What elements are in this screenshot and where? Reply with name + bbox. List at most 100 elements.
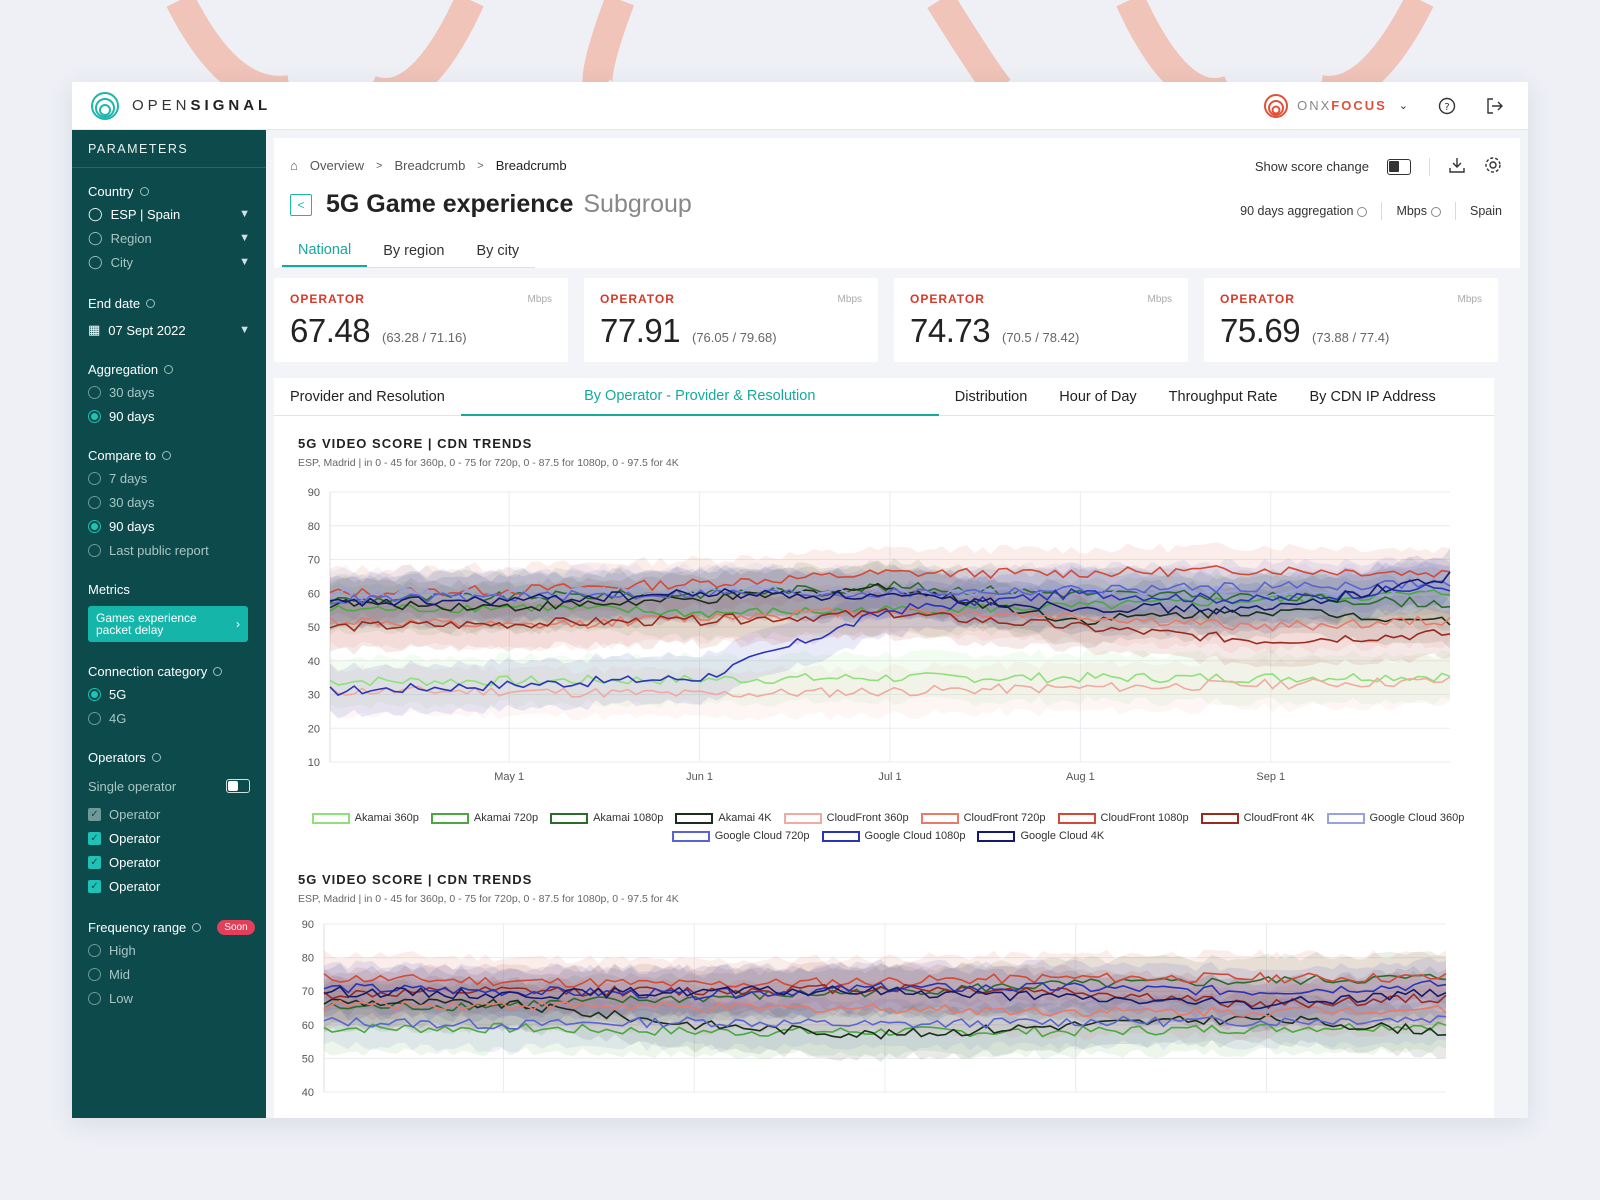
- series-line: [323, 998, 1447, 1040]
- legend-swatch: [1057, 812, 1096, 824]
- kpi-unit: Mbps: [1457, 294, 1482, 305]
- end-date-picker[interactable]: ▦ 07 Sept 2022 ▼: [88, 322, 250, 338]
- series-line: [323, 998, 1447, 1018]
- radio-button[interactable]: [88, 385, 101, 399]
- radio-button[interactable]: [88, 471, 101, 485]
- compare-option[interactable]: 30 days: [88, 490, 266, 514]
- radio-button[interactable]: [88, 711, 101, 725]
- tab-provider-resolution[interactable]: Provider and Resolution: [290, 388, 445, 405]
- legend-item[interactable]: Google Cloud 1080p: [821, 830, 966, 842]
- legend-item[interactable]: CloudFront 4K: [1200, 812, 1315, 824]
- kpi-range: (70.5 / 78.42): [1002, 330, 1080, 345]
- radio-button[interactable]: [88, 967, 101, 981]
- info-icon: [164, 364, 174, 374]
- city-select[interactable]: ◯ City ▼: [88, 254, 250, 270]
- tab-national[interactable]: National: [282, 234, 368, 267]
- legend-item[interactable]: CloudFront 720p: [920, 812, 1046, 824]
- download-button[interactable]: [1448, 156, 1466, 177]
- legend-label: Google Cloud 1080p: [864, 830, 966, 842]
- settings-button[interactable]: [1484, 156, 1502, 177]
- aggregation-option[interactable]: 90 days: [88, 404, 266, 428]
- legend-item[interactable]: Google Cloud 360p: [1326, 812, 1464, 824]
- y-tick-label: 90: [308, 487, 320, 499]
- tab-cdn-ip[interactable]: By CDN IP Address: [1309, 388, 1436, 405]
- metric-selector-button[interactable]: Games experience packet delay ›: [88, 606, 248, 642]
- operator-checkbox-row[interactable]: ✓ Operator: [88, 850, 266, 874]
- y-tick-label: 50: [302, 1053, 314, 1065]
- checkbox[interactable]: ✓: [88, 855, 101, 869]
- globe-icon: ◯: [88, 254, 103, 269]
- frequency-option[interactable]: Low: [88, 986, 266, 1010]
- tab-hour-of-day[interactable]: Hour of Day: [1059, 388, 1137, 405]
- back-button[interactable]: <: [290, 193, 312, 216]
- legend-item[interactable]: Google Cloud 4K: [977, 830, 1104, 842]
- legend-item[interactable]: Akamai 720p: [430, 812, 538, 824]
- tab-throughput-rate[interactable]: Throughput Rate: [1168, 388, 1278, 405]
- series-band: [330, 542, 1450, 621]
- checkbox[interactable]: ✓: [88, 879, 101, 893]
- compare-option[interactable]: 90 days: [88, 514, 266, 538]
- download-icon: [1449, 158, 1465, 173]
- breadcrumb-item[interactable]: Breadcrumb: [394, 158, 466, 173]
- legend-item[interactable]: Akamai 360p: [311, 812, 419, 824]
- operator-checkbox-row[interactable]: ✓ Operator: [88, 874, 266, 898]
- operator-checkbox-row[interactable]: ✓ Operator: [88, 802, 266, 826]
- kpi-card: OPERATOR Mbps 74.73 (70.5 / 78.42): [894, 278, 1188, 362]
- radio-button[interactable]: [88, 687, 101, 701]
- show-score-change-toggle[interactable]: [1387, 158, 1411, 175]
- frequency-option[interactable]: Mid: [88, 962, 266, 986]
- product-switcher[interactable]: ONXFOCUS ⌄: [1263, 93, 1410, 119]
- logout-icon: [1487, 97, 1503, 114]
- radio-button[interactable]: [88, 543, 101, 557]
- frequency-option[interactable]: High: [88, 938, 266, 962]
- legend-swatch: [430, 812, 469, 824]
- y-tick-label: 60: [302, 1020, 314, 1032]
- x-tick-label: Aug 1: [1066, 771, 1095, 783]
- single-operator-toggle[interactable]: [226, 779, 250, 793]
- metrics-label: Metrics: [88, 581, 130, 597]
- legend-item[interactable]: Akamai 4K: [675, 812, 772, 824]
- metric-name: Games experience packet delay: [96, 611, 197, 637]
- soon-badge: Soon: [217, 919, 255, 935]
- region-select[interactable]: ◯ Region ▼: [88, 230, 250, 246]
- radio-button[interactable]: [88, 991, 101, 1005]
- tab-by-operator[interactable]: By Operator - Provider & Resolution: [460, 378, 939, 416]
- home-icon[interactable]: ⌂: [290, 158, 298, 173]
- connection-option[interactable]: 5G: [88, 682, 266, 706]
- country-label: Country: [88, 180, 266, 202]
- tab-by-region[interactable]: By region: [383, 242, 445, 259]
- context-info: 90 days aggregation Mbps Spain: [1240, 202, 1502, 220]
- compare-option[interactable]: Last public report: [88, 538, 266, 562]
- y-tick-label: 40: [302, 1087, 314, 1099]
- operator-checkbox-row[interactable]: ✓ Operator: [88, 826, 266, 850]
- radio-button[interactable]: [88, 943, 101, 957]
- help-button[interactable]: ?: [1436, 95, 1458, 117]
- connection-option[interactable]: 4G: [88, 706, 266, 730]
- chart-subtitle: ESP, Madrid | in 0 - 45 for 360p, 0 - 75…: [298, 457, 679, 469]
- brand-logo[interactable]: OPENSIGNAL: [90, 91, 271, 121]
- info-icon: [192, 922, 202, 932]
- breadcrumb-item[interactable]: Overview: [309, 158, 365, 173]
- tab-by-city[interactable]: By city: [476, 242, 520, 259]
- radio-button[interactable]: [88, 409, 101, 423]
- end-date-label: End date: [88, 292, 266, 314]
- series-band: [330, 561, 1450, 719]
- logout-button[interactable]: [1484, 95, 1506, 117]
- tab-distribution[interactable]: Distribution: [954, 388, 1028, 405]
- legend-swatch: [550, 812, 589, 824]
- series-line: [329, 607, 1451, 645]
- legend-item[interactable]: Google Cloud 720p: [671, 830, 810, 842]
- legend-item[interactable]: CloudFront 1080p: [1057, 812, 1189, 824]
- checkbox[interactable]: ✓: [88, 831, 101, 845]
- country-info: Spain: [1470, 204, 1502, 218]
- radio-button[interactable]: [88, 519, 101, 533]
- compare-option[interactable]: 7 days: [88, 466, 266, 490]
- radio-button[interactable]: [88, 495, 101, 509]
- unit-info: Mbps: [1396, 204, 1442, 218]
- series-band: [330, 653, 1450, 721]
- checkbox[interactable]: ✓: [88, 807, 101, 821]
- legend-item[interactable]: Akamai 1080p: [550, 812, 663, 824]
- legend-item[interactable]: CloudFront 360p: [783, 812, 909, 824]
- country-select[interactable]: ◯ ESP | Spain ▼: [88, 206, 250, 222]
- aggregation-option[interactable]: 30 days: [88, 380, 266, 404]
